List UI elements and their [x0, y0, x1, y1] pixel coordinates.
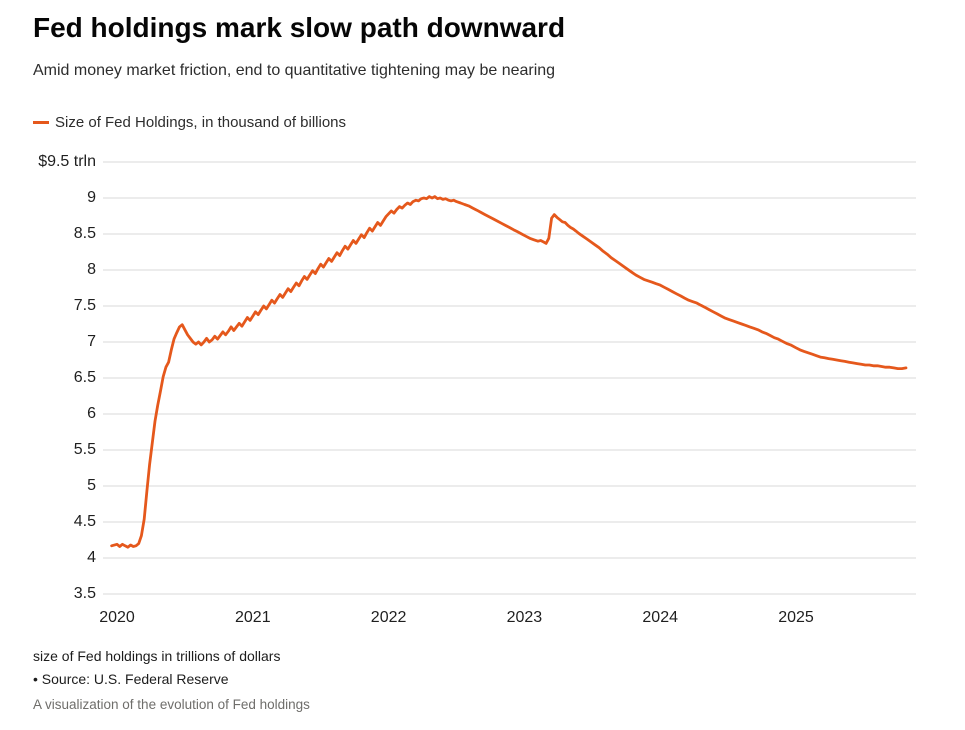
y-axis-tick-label: 8: [87, 261, 96, 278]
footnote-units: size of Fed holdings in trillions of dol…: [33, 648, 281, 664]
x-axis-tick-label: 2023: [506, 609, 543, 626]
chart-subtitle: Amid money market friction, end to quant…: [33, 62, 556, 79]
y-axis-tick-label: $9.5 trln: [38, 153, 96, 170]
x-axis-tick-label: 2021: [235, 609, 271, 626]
y-axis-tick-label: 5: [87, 477, 96, 494]
y-axis-tick-label: 5.5: [73, 441, 96, 458]
y-axis-tick-label: 6.5: [73, 369, 96, 386]
x-axis-tick-label: 2025: [778, 609, 814, 626]
y-axis-tick-label: 9: [87, 189, 96, 206]
x-axis-tick-label: 2022: [370, 609, 407, 626]
y-axis-tick-label: 7: [87, 333, 96, 350]
y-axis-tick-label: 4: [87, 549, 96, 566]
y-axis-tick-label: 8.5: [73, 225, 96, 242]
y-axis-tick-label: 7.5: [73, 297, 96, 314]
legend-line-marker-icon: [33, 121, 49, 124]
x-axis-tick-label: 2020: [99, 609, 135, 626]
y-axis-tick-label: 4.5: [73, 513, 96, 530]
footnote-source: • Source: U.S. Federal Reserve: [33, 671, 229, 687]
chart-caption: A visualization of the evolution of Fed …: [33, 697, 310, 712]
y-axis-tick-label: 6: [87, 405, 96, 422]
legend-label: Size of Fed Holdings, in thousand of bil…: [55, 114, 347, 131]
fed-holdings-series-line: [110, 195, 908, 549]
x-axis-tick-label: 2024: [642, 609, 678, 626]
y-axis-tick-label: 3.5: [73, 585, 96, 602]
chart-title: Fed holdings mark slow path downward: [33, 12, 566, 43]
legend: Size of Fed Holdings, in thousand of bil…: [33, 114, 346, 131]
